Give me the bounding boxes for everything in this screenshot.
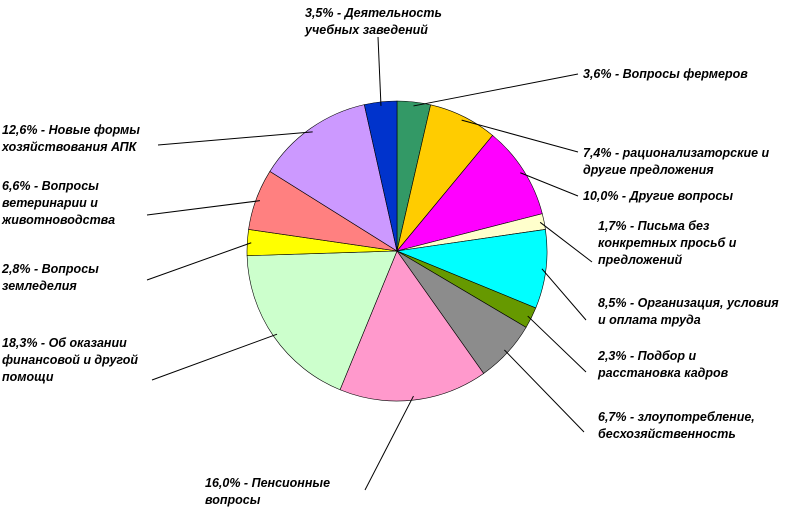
pie-slice <box>396 135 543 252</box>
category-label: Деятельность учебных заведений <box>305 6 442 37</box>
slice-label: 2,8% - Вопросы земледелия <box>2 261 132 295</box>
category-label: Подбор и расстановка кадров <box>598 349 729 380</box>
slice-label: 1,7% - Письма без конкретных просьб и пр… <box>598 218 768 269</box>
slice-label: 3,5% - Деятельность учебных заведений <box>305 5 465 39</box>
slice-label: 8,5% - Организация, условия и оплата тру… <box>598 295 783 329</box>
value-label: 3,5% - <box>305 6 342 20</box>
leader-line <box>541 268 587 321</box>
value-label: 7,4% - <box>583 146 620 160</box>
slice-label: 2,3% - Подбор и расстановка кадров <box>598 348 748 382</box>
value-label: 2,8% - <box>2 262 39 276</box>
value-label: 2,3% - <box>598 349 635 363</box>
leader-line <box>364 395 414 491</box>
leader-line <box>157 131 313 146</box>
value-label: 3,6% - <box>583 67 620 81</box>
slice-label: 16,0% - Пенсионные вопросы <box>205 475 355 509</box>
leader-line <box>377 36 382 106</box>
category-label: Вопросы ветеринарии и животноводства <box>2 179 116 227</box>
category-label: злоупотребление, бесхозяйственность <box>598 410 755 441</box>
slice-label: 12,6% - Новые формы хозяйствования АПК <box>2 122 162 156</box>
leader-line <box>527 315 587 373</box>
slice-label: 10,0% - Другие вопросы <box>583 188 783 205</box>
leader-line <box>461 119 579 153</box>
category-label: рационализаторские и другие предложения <box>583 146 770 177</box>
value-label: 8,5% - <box>598 296 635 310</box>
category-label: Вопросы фермеров <box>622 67 748 81</box>
value-label: 6,6% - <box>2 179 39 193</box>
category-label: Об оказании финансовой и другой помощи <box>2 336 139 384</box>
slice-label: 7,4% - рационализаторские и другие предл… <box>583 145 788 179</box>
value-label: 12,6% - <box>2 123 46 137</box>
leader-line <box>413 73 579 107</box>
value-label: 18,3% - <box>2 336 46 350</box>
leader-line <box>504 349 585 433</box>
leader-line <box>146 200 261 216</box>
category-label: Новые формы хозяйствования АПК <box>2 123 140 154</box>
slice-label: 18,3% - Об оказании финансовой и другой … <box>2 335 152 386</box>
value-label: 6,7% - <box>598 410 635 424</box>
value-label: 16,0% - <box>205 476 249 490</box>
leader-line <box>146 242 252 281</box>
value-label: 1,7% - <box>598 219 635 233</box>
leader-line <box>520 172 579 197</box>
category-label: Вопросы земледелия <box>2 262 99 293</box>
slice-label: 6,6% - Вопросы ветеринарии и животноводс… <box>2 178 142 229</box>
category-label: Пенсионные вопросы <box>205 476 331 507</box>
pie-slice <box>269 104 398 252</box>
value-label: 10,0% - <box>583 189 627 203</box>
pie-slice <box>246 250 398 391</box>
category-label: Другие вопросы <box>629 189 734 203</box>
slice-label: 6,7% - злоупотребление, бесхозяйственнос… <box>598 409 778 443</box>
leader-line <box>151 333 278 381</box>
slice-label: 3,6% - Вопросы фермеров <box>583 66 783 83</box>
pie-slice <box>339 250 485 402</box>
category-label: Письма без конкретных просьб и предложен… <box>598 219 737 267</box>
leader-line <box>539 221 593 263</box>
category-label: Организация, условия и оплата труда <box>598 296 779 327</box>
